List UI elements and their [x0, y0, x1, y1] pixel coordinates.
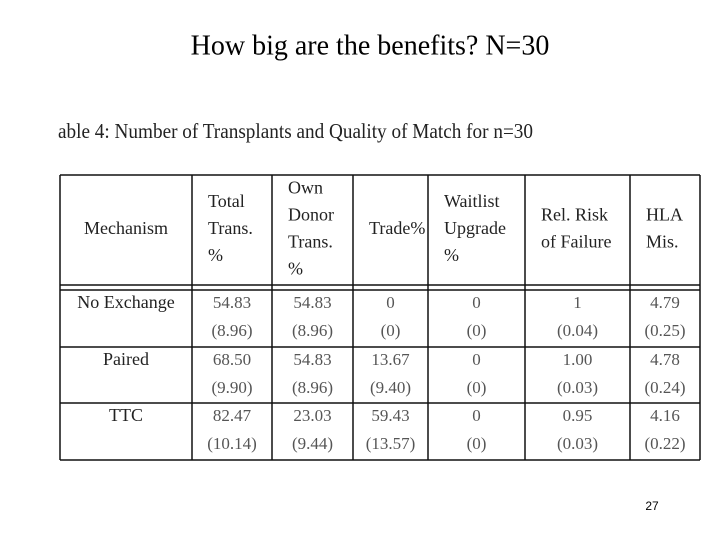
cell-value: (0.03) — [557, 434, 598, 453]
column-header: HLA — [646, 205, 683, 225]
cell-value: 4.79 — [650, 293, 680, 312]
column-header: Trans. — [288, 232, 333, 252]
column-header: % — [444, 245, 459, 265]
cell-value: 4.78 — [650, 350, 680, 369]
cell-value: (0.03) — [557, 378, 598, 397]
cell-value: (8.96) — [292, 321, 333, 340]
column-header: Trade% — [369, 218, 425, 238]
cell-value: 0 — [472, 350, 481, 369]
table-caption: able 4: Number of Transplants and Qualit… — [58, 119, 533, 143]
cell-value: 13.67 — [371, 350, 410, 369]
cell-value: 0.95 — [563, 406, 593, 425]
column-header: Trans. — [208, 218, 253, 238]
cell-value: (0.24) — [644, 378, 685, 397]
cell-value: 82.47 — [213, 406, 252, 425]
cell-value: 54.83 — [293, 293, 331, 312]
cell-value: (9.90) — [211, 378, 252, 397]
row-header: No Exchange — [77, 292, 174, 312]
cell-value: 23.03 — [293, 406, 331, 425]
cell-value: (9.40) — [370, 378, 411, 397]
column-header: % — [208, 245, 223, 265]
cell-value: (0) — [467, 434, 487, 453]
cell-value: (0.04) — [557, 321, 598, 340]
cell-value: (8.96) — [211, 321, 252, 340]
cell-value: 0 — [472, 293, 481, 312]
slide-title: How big are the benefits? N=30 — [191, 30, 550, 61]
column-header: Rel. Risk — [541, 205, 608, 225]
cell-value: 54.83 — [213, 293, 251, 312]
cell-value: 0 — [472, 406, 481, 425]
column-header: Waitlist — [444, 191, 500, 211]
cell-value: 68.50 — [213, 350, 251, 369]
cell-value: 54.83 — [293, 350, 331, 369]
cell-value: 0 — [386, 293, 395, 312]
cell-value: (0) — [467, 321, 487, 340]
cell-value: 4.16 — [650, 406, 680, 425]
column-header: Donor — [288, 205, 334, 225]
cell-value: 1 — [573, 293, 582, 312]
column-header: Mechanism — [84, 218, 168, 238]
cell-value: (0) — [381, 321, 401, 340]
cell-value: 59.43 — [371, 406, 409, 425]
cell-value: (0) — [467, 378, 487, 397]
table: Mechanism Total Trans.% Own Donor Trans.% Trad… — [59, 174, 701, 461]
row-header: Paired — [103, 349, 149, 369]
column-header: of Failure — [541, 232, 611, 252]
cell-value: (0.25) — [644, 321, 685, 340]
page-number: 27 — [645, 499, 659, 513]
column-header: Mis. — [646, 232, 679, 252]
cell-value: 1.00 — [563, 350, 593, 369]
cell-value: (0.22) — [644, 434, 685, 453]
cell-value: (8.96) — [292, 378, 333, 397]
cell-value: (9.44) — [292, 434, 333, 453]
cell-value: (13.57) — [366, 434, 416, 453]
column-header: Upgrade — [444, 218, 506, 238]
cell-value: (10.14) — [207, 434, 257, 453]
column-header: Own — [288, 178, 323, 198]
row-header: TTC — [109, 405, 143, 425]
column-header: % — [288, 259, 303, 279]
column-header: Total — [208, 191, 245, 211]
